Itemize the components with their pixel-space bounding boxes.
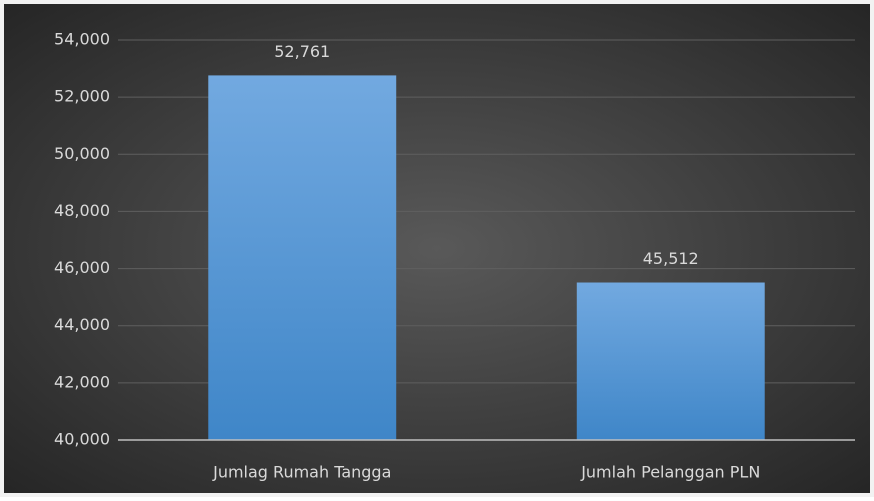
y-tick-label: 52,000: [54, 87, 110, 106]
y-tick-label: 50,000: [54, 144, 110, 163]
y-tick-label: 54,000: [54, 30, 110, 49]
bar: [208, 75, 397, 441]
bar: [576, 282, 765, 440]
data-label: 52,761: [274, 42, 330, 61]
y-tick-label: 44,000: [54, 315, 110, 334]
y-tick-label: 42,000: [54, 372, 110, 391]
x-tick-label: Jumlag Rumah Tangga: [212, 463, 391, 482]
y-tick-label: 40,000: [54, 430, 110, 449]
y-tick-label: 48,000: [54, 201, 110, 220]
data-label: 45,512: [643, 249, 699, 268]
y-tick-label: 46,000: [54, 258, 110, 277]
x-tick-label: Jumlah Pelanggan PLN: [580, 463, 760, 482]
